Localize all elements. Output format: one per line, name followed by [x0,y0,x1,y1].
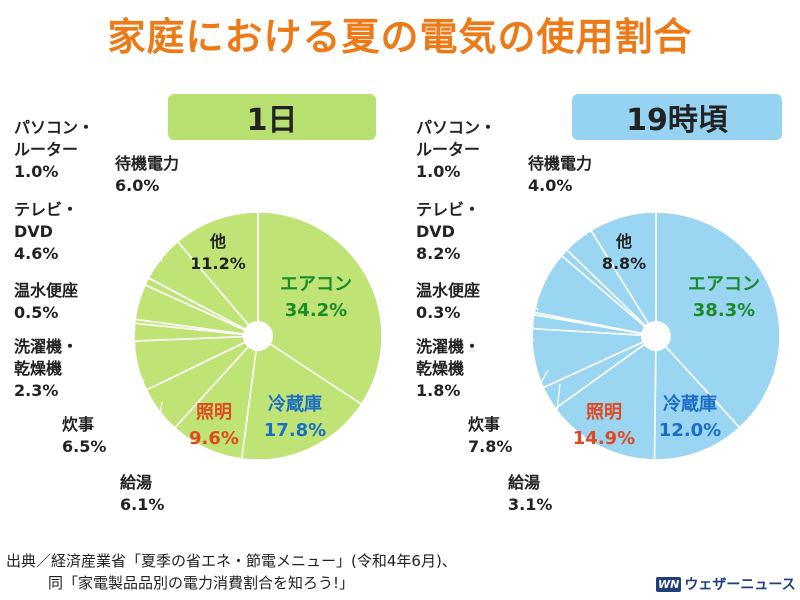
slice-value-エアコン: 38.3% [693,300,755,321]
slice-value-パソコンルーター: 1.0% [416,162,460,181]
slice-value-洗濯機乾燥機: 1.8% [416,381,460,400]
pie-chart-daily: エアコン 34.2% 冷蔵庫 17.8% 照明 9.6% 他 11.2% 給湯 6.1% 炊事 6.5… [13,118,383,514]
slice-label-照明: 照明 [586,402,622,423]
leader-line-給湯 [149,401,163,491]
brand-logo: WN ウェザーニュース [656,574,796,594]
slice-label-テレビDVD: テレビ・ [14,200,78,219]
slice-value-給湯: 6.1% [120,495,164,514]
slice-label-テレビDVD: テレビ・ [416,200,480,219]
slice-value-給湯: 3.1% [508,495,552,514]
slice-value-冷蔵庫: 17.8% [264,420,326,441]
leader-line-温水便座 [91,305,137,331]
slice-label-待機電力: 待機電力 [115,154,179,173]
pie-center-hole [641,321,671,351]
slice-value-温水便座: 0.5% [14,303,58,322]
leader-line-給湯 [547,383,561,491]
leader-line-待機電力 [149,199,163,263]
slice-value-エアコン: 34.2% [285,300,347,321]
brand-mark: WN [656,576,682,592]
pie-center-hole [243,321,273,351]
slice-label-パソコンルーター: ルーター [14,140,78,159]
slice-value-温水便座: 0.3% [416,303,460,322]
slice-label-エアコン: エアコン [688,274,760,295]
slice-label-パソコンルーター: パソコン・ [14,118,94,137]
slice-value-炊事: 7.8% [468,437,512,456]
slice-value-洗濯機乾燥機: 2.3% [14,381,58,400]
slice-value-待機電力: 4.0% [528,176,572,195]
slice-value-パソコンルーター: 1.0% [14,162,58,181]
leader-line-パソコンルーター [99,171,147,279]
slice-value-待機電力: 6.0% [115,176,159,195]
slice-label-洗濯機乾燥機: 乾燥機 [14,359,62,378]
slice-label-冷蔵庫: 冷蔵庫 [663,393,717,415]
slice-value-テレビDVD: 8.2% [416,244,460,263]
slice-label-エアコン: エアコン [280,274,352,295]
pie-slice-エアコン [655,211,781,429]
leader-line-洗濯機乾燥機 [491,339,535,363]
slice-label-温水便座: 温水便座 [415,281,480,300]
slice-label-温水便座: 温水便座 [13,281,78,300]
pie-slice-他 [176,211,259,339]
brand-name: ウェザーニュース [684,577,796,593]
slice-label-他: 他 [209,232,226,251]
slice-label-照明: 照明 [196,402,232,423]
slice-label-パソコンルーター: ルーター [416,140,480,159]
slice-value-炊事: 6.5% [62,437,106,456]
slice-label-炊事: 炊事 [468,415,500,434]
slice-label-他: 他 [615,232,632,251]
slice-label-テレビDVD: DVD [14,222,53,241]
slice-value-冷蔵庫: 12.0% [659,420,721,441]
slice-value-他: 8.8% [602,254,646,273]
slice-value-テレビDVD: 4.6% [14,244,58,263]
slice-label-パソコンルーター: パソコン・ [416,118,496,137]
pie-slice-冷蔵庫 [653,333,741,461]
leader-line-パソコンルーター [499,171,549,263]
pie-chart-evening: エアコン 38.3% 冷蔵庫 12.0% 照明 14.9% 他 8.8% 給湯 3.1% 炊事 7.8… [415,118,781,514]
source-note: 出典／経済産業省「夏季の省エネ・節電メニュー」(令和4年6月)、 同「家電製品品… [6,550,457,594]
slice-value-照明: 14.9% [573,428,635,449]
leader-line-炊事 [509,369,549,441]
pie-slice-他 [589,211,657,339]
slice-label-テレビDVD: DVD [416,222,455,241]
leader-line-温水便座 [497,305,535,329]
slice-value-他: 11.2% [190,254,246,273]
slice-label-給湯: 給湯 [508,473,540,492]
pie-slice-冷蔵庫 [240,334,363,461]
leader-line-炊事 [107,379,145,441]
leader-line-待機電力 [559,199,579,253]
pie-slice-照明 [173,333,260,460]
leader-line-テレビDVD [485,242,539,311]
source-line-1: 出典／経済産業省「夏季の省エネ・節電メニュー」(令和4年6月)、 [6,552,457,570]
slice-label-給湯: 給湯 [120,473,152,492]
page-title: 家庭における夏の電気の使用割合 [107,15,693,59]
slice-label-炊事: 炊事 [62,415,94,434]
leader-line-洗濯機乾燥機 [87,343,137,363]
slice-label-洗濯機乾燥機: 洗濯機・ [416,337,480,356]
pie-slice-照明 [554,334,657,461]
slice-value-照明: 9.6% [189,428,239,449]
slice-label-洗濯機乾燥機: 乾燥機 [416,359,464,378]
slice-label-洗濯機乾燥機: 洗濯機・ [14,337,78,356]
leader-line-テレビDVD [79,242,141,303]
right-chart-title: 19時頃 [572,94,782,140]
slice-label-冷蔵庫: 冷蔵庫 [268,393,322,415]
left-chart-title: 1日 [168,94,376,140]
source-line-2: 同「家電製品品別の電力消費割合を知ろう!」 [48,574,355,592]
slice-label-待機電力: 待機電力 [528,154,592,173]
